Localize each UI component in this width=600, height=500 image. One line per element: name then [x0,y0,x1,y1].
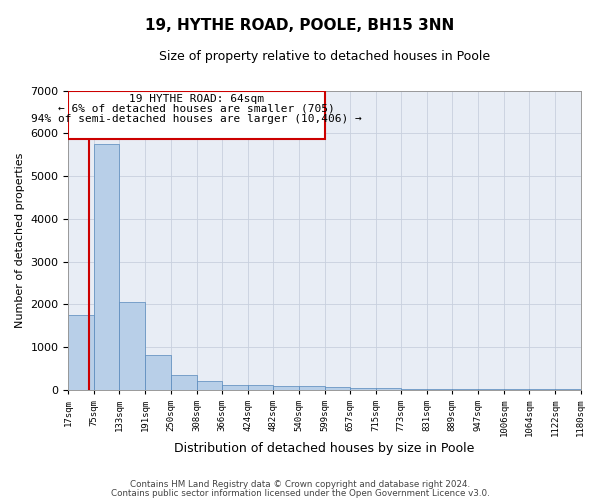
Bar [171,376,197,390]
Bar [401,388,427,390]
Bar [68,90,325,139]
Bar [376,388,401,390]
Bar [350,388,376,390]
Bar [222,384,248,390]
Bar [478,389,504,390]
Bar [452,389,478,390]
Bar [145,354,171,390]
Bar [273,386,299,390]
Bar [427,388,452,390]
Text: ← 6% of detached houses are smaller (705): ← 6% of detached houses are smaller (705… [58,104,335,114]
Bar [197,381,222,390]
Text: Contains public sector information licensed under the Open Government Licence v3: Contains public sector information licen… [110,488,490,498]
Bar [94,144,119,390]
Bar [119,302,145,390]
Bar [325,388,350,390]
Text: 94% of semi-detached houses are larger (10,406) →: 94% of semi-detached houses are larger (… [31,114,362,124]
X-axis label: Distribution of detached houses by size in Poole: Distribution of detached houses by size … [174,442,475,455]
Text: Contains HM Land Registry data © Crown copyright and database right 2024.: Contains HM Land Registry data © Crown c… [130,480,470,489]
Bar [299,386,325,390]
Bar [248,385,273,390]
Text: 19 HYTHE ROAD: 64sqm: 19 HYTHE ROAD: 64sqm [129,94,264,104]
Y-axis label: Number of detached properties: Number of detached properties [15,152,25,328]
Text: 19, HYTHE ROAD, POOLE, BH15 3NN: 19, HYTHE ROAD, POOLE, BH15 3NN [145,18,455,32]
Title: Size of property relative to detached houses in Poole: Size of property relative to detached ho… [159,50,490,63]
Bar [68,314,94,390]
